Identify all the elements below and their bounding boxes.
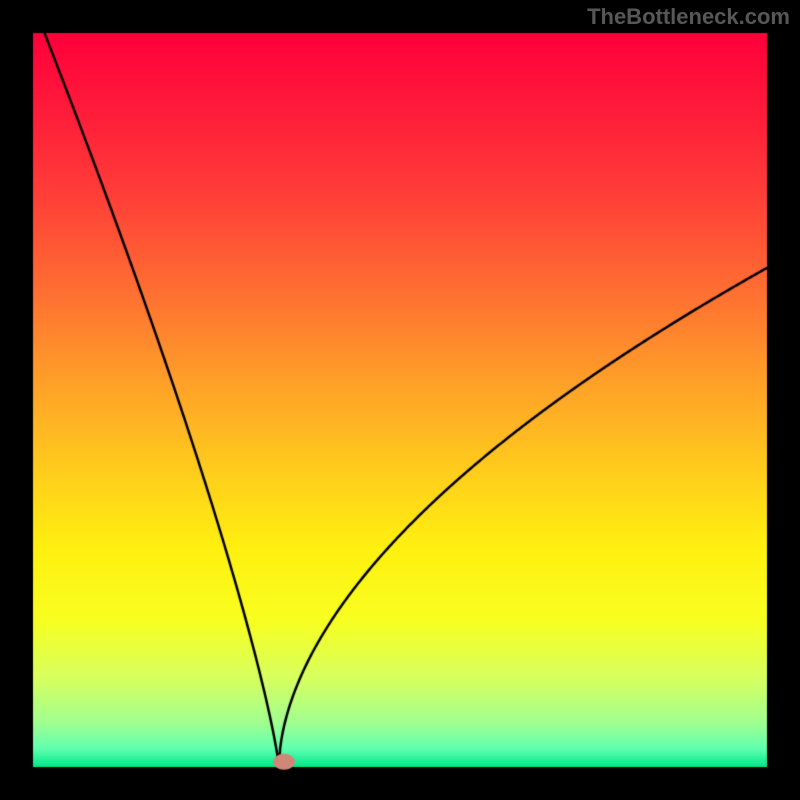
bottleneck-curve-canvas <box>0 0 800 800</box>
watermark-text: TheBottleneck.com <box>587 4 790 30</box>
chart-container: TheBottleneck.com <box>0 0 800 800</box>
